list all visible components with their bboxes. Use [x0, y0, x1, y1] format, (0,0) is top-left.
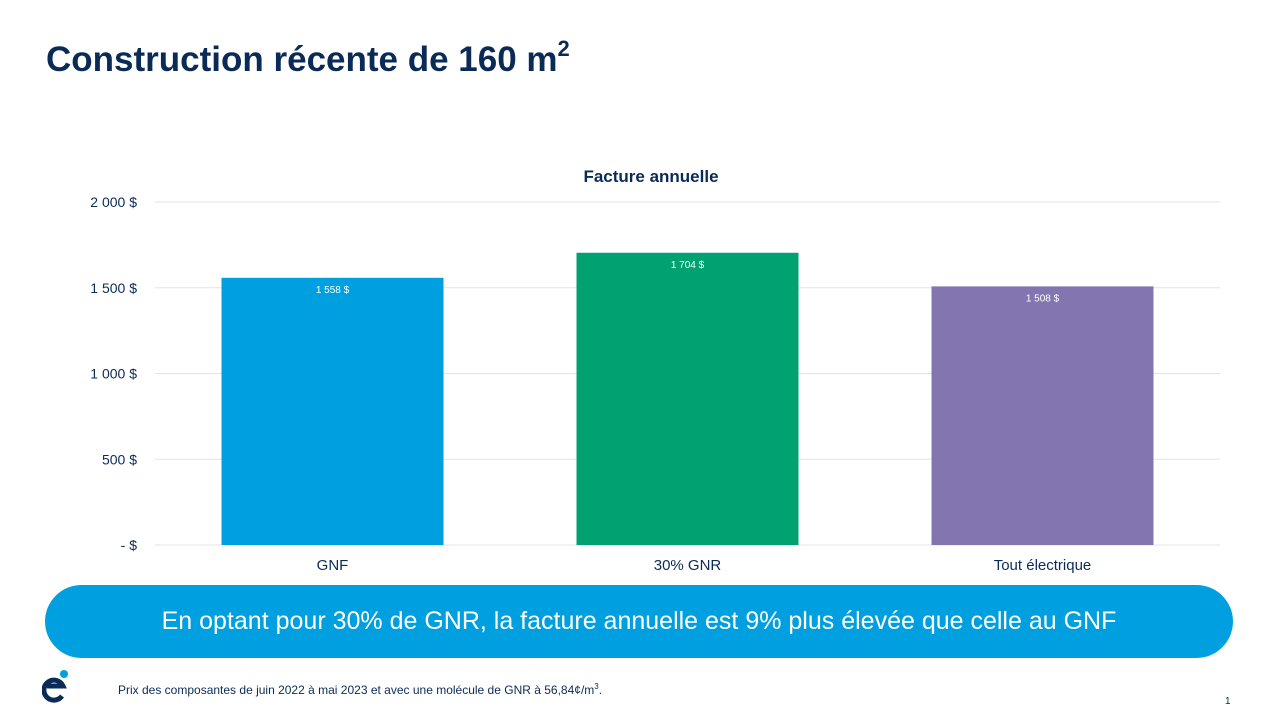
title-superscript: 2 — [557, 36, 570, 61]
data-label: 1 558 $ — [316, 285, 350, 296]
title-text: Construction récente de 160 m — [46, 40, 558, 79]
bar-30-gnr — [576, 252, 799, 545]
x-tick-label: GNF — [317, 557, 349, 574]
y-tick-label: 500 $ — [102, 451, 137, 467]
data-label: 1 704 $ — [671, 260, 705, 271]
y-tick-label: 1 500 $ — [90, 280, 137, 296]
x-tick-label: 30% GNR — [654, 557, 722, 574]
footnote-text: Prix des composantes de juin 2022 à mai … — [118, 683, 595, 697]
conclusion-banner: En optant pour 30% de GNR, la facture an… — [45, 585, 1233, 658]
bar-gnf — [221, 277, 444, 545]
bar-chart: Facture annuelle - $ 500 $ 1 000 $ 1 500 $ 2… — [90, 167, 1220, 574]
chart-title: Facture annuelle — [583, 167, 718, 186]
footnote-end: . — [598, 683, 603, 697]
x-tick-label: Tout électrique — [994, 557, 1092, 574]
footnote: Prix des composantes de juin 2022 à mai … — [118, 682, 602, 697]
data-label: 1 508 $ — [1026, 293, 1060, 304]
y-tick-label: 1 000 $ — [90, 366, 137, 382]
bar-tout-lectrique — [931, 286, 1154, 545]
y-tick-label: - $ — [121, 537, 138, 553]
y-tick-label: 2 000 $ — [90, 194, 137, 210]
page-title: Construction récente de 160 m2 — [46, 36, 570, 80]
page-number: 1 — [1225, 696, 1231, 707]
company-logo — [42, 670, 68, 703]
footnote-superscript: 3 — [594, 682, 599, 691]
